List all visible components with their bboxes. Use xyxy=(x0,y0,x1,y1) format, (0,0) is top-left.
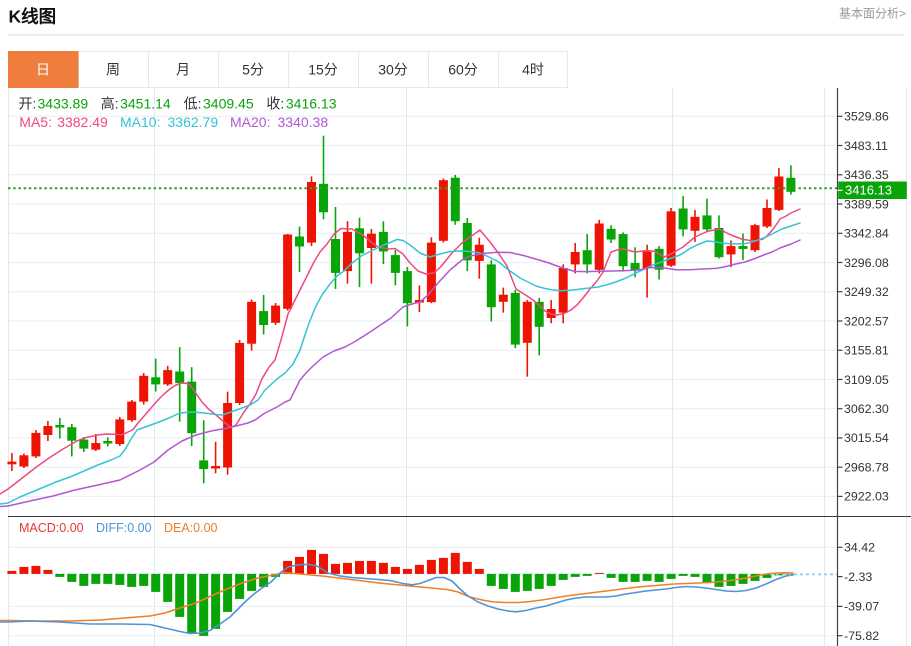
svg-text:3389.59: 3389.59 xyxy=(844,197,889,211)
svg-text:-2.33: -2.33 xyxy=(844,570,872,584)
svg-text:3249.32: 3249.32 xyxy=(844,285,889,299)
svg-text:3416.13: 3416.13 xyxy=(845,183,892,198)
svg-text:15分: 15分 xyxy=(308,62,338,78)
svg-text:34.42: 34.42 xyxy=(844,541,875,555)
svg-text:月: 月 xyxy=(176,62,190,78)
svg-text:3296.08: 3296.08 xyxy=(844,256,889,270)
svg-text:3342.84: 3342.84 xyxy=(844,227,889,241)
svg-text:3433.89: 3433.89 xyxy=(38,96,89,112)
svg-text:日: 日 xyxy=(36,62,50,78)
svg-text:基本面分析>: 基本面分析> xyxy=(839,7,906,21)
svg-text:3015.54: 3015.54 xyxy=(844,431,889,445)
svg-text:3416.13: 3416.13 xyxy=(286,96,337,112)
svg-text:3409.45: 3409.45 xyxy=(203,96,254,112)
svg-text:MA5:: MA5: xyxy=(19,114,52,130)
svg-text:5分: 5分 xyxy=(242,62,264,78)
svg-text:DIFF:0.00: DIFF:0.00 xyxy=(96,521,152,535)
svg-text:3109.05: 3109.05 xyxy=(844,373,889,387)
svg-text:3340.38: 3340.38 xyxy=(278,114,329,130)
svg-text:2968.78: 2968.78 xyxy=(844,461,889,475)
svg-text:3155.81: 3155.81 xyxy=(844,344,889,358)
svg-text:3451.14: 3451.14 xyxy=(120,96,171,112)
svg-text:-39.07: -39.07 xyxy=(844,600,879,614)
svg-text:开:: 开: xyxy=(19,96,37,112)
svg-text:4时: 4时 xyxy=(522,62,544,78)
svg-text:K线图: K线图 xyxy=(9,7,57,27)
svg-text:MACD:0.00: MACD:0.00 xyxy=(19,521,84,535)
svg-text:3529.86: 3529.86 xyxy=(844,110,889,124)
svg-text:60分: 60分 xyxy=(448,62,478,78)
svg-text:高:: 高: xyxy=(101,96,119,112)
svg-text:30分: 30分 xyxy=(378,62,408,78)
svg-text:-75.82: -75.82 xyxy=(844,629,879,643)
svg-text:3382.49: 3382.49 xyxy=(57,114,108,130)
svg-text:MA10:: MA10: xyxy=(120,114,160,130)
svg-text:MA20:: MA20: xyxy=(230,114,270,130)
svg-text:3483.11: 3483.11 xyxy=(844,139,888,153)
svg-text:收:: 收: xyxy=(266,96,284,112)
svg-text:低:: 低: xyxy=(184,96,202,112)
svg-text:3362.79: 3362.79 xyxy=(168,114,219,130)
svg-text:3062.30: 3062.30 xyxy=(844,402,889,416)
svg-text:3436.35: 3436.35 xyxy=(844,168,889,182)
svg-text:周: 周 xyxy=(106,62,120,78)
svg-text:DEA:0.00: DEA:0.00 xyxy=(164,521,218,535)
svg-text:3202.57: 3202.57 xyxy=(844,314,889,328)
svg-text:2922.03: 2922.03 xyxy=(844,490,889,504)
